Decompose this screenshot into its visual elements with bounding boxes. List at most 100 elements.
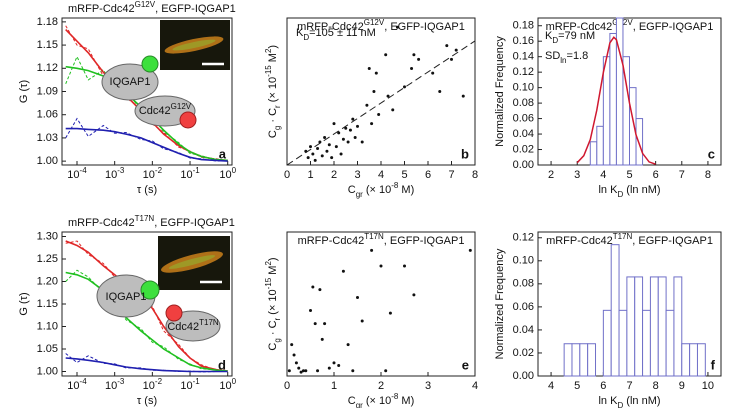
text-part: 0 (232, 377, 237, 386)
bar (571, 343, 581, 377)
panel-label: c (708, 146, 715, 161)
text-part: T17N (613, 232, 633, 241)
point (341, 137, 345, 141)
y-tick-label: 0.06 (513, 301, 534, 313)
bar (602, 309, 612, 377)
text-part: 10 (219, 169, 231, 181)
y-tick-label: 0.04 (513, 128, 534, 140)
point (299, 370, 303, 374)
text-part: -4 (80, 377, 88, 386)
x-tick-label: 6 (600, 380, 606, 392)
point (306, 156, 310, 160)
bar (615, 17, 624, 166)
text-part: g (273, 338, 282, 342)
point (417, 57, 421, 61)
y-axis-label: G (τ) (18, 292, 30, 315)
point (384, 369, 388, 373)
y-tick-label: 1.09 (37, 85, 58, 97)
x-tick-label: 5 (401, 169, 407, 181)
text-part: Cdc42 (167, 321, 199, 333)
x-tick-label: 6 (653, 169, 659, 181)
x-tick-label: 10 (702, 380, 714, 392)
point (461, 94, 465, 98)
point (353, 135, 357, 139)
point (341, 269, 345, 273)
x-tick-label: 4 (548, 380, 554, 392)
point (454, 48, 458, 52)
x-tick-label: 7 (626, 380, 632, 392)
text-part: G12V (135, 0, 156, 9)
bar (579, 343, 589, 377)
text-part: gr (356, 401, 363, 408)
text-part: =79 nM (558, 30, 595, 42)
bar (563, 343, 573, 377)
y-axis-label: G (τ) (18, 80, 30, 103)
point (309, 145, 312, 149)
x-tick-label: 10-1 (180, 166, 200, 181)
text-part: D (617, 401, 623, 408)
annotation: Cdc42T17N (167, 318, 219, 333)
point (379, 264, 383, 268)
x-tick-label: 3 (425, 380, 431, 392)
point (410, 67, 414, 71)
point (311, 285, 315, 289)
y-tick-label: 1.30 (37, 230, 58, 242)
inset-a (101, 20, 230, 129)
x-tick-label: 10-4 (67, 377, 87, 392)
point (297, 366, 301, 370)
x-tick-label: 7 (679, 169, 685, 181)
y-tick-label: 0.02 (513, 143, 534, 155)
x-axis-label: Cgr (× 10-8 M) (348, 181, 415, 199)
x-tick-label: 0 (284, 380, 290, 392)
text-part: · C (267, 108, 279, 126)
bar (618, 309, 628, 377)
text-part: C (267, 130, 279, 138)
text-part: M (267, 53, 279, 65)
iqgap1-shape (101, 63, 159, 101)
text-part: 10 (143, 380, 155, 392)
text-part: ) (267, 45, 279, 49)
point (330, 156, 334, 160)
text-part: · C (267, 320, 279, 338)
text-part: T17N (135, 214, 155, 223)
point (412, 53, 416, 57)
x-tick-label: 3 (574, 169, 580, 181)
y-tick-label: 1.00 (37, 365, 58, 377)
point (320, 154, 324, 158)
text-part: 10 (180, 169, 192, 181)
text-part: ln K (598, 184, 618, 196)
point (356, 295, 359, 299)
text-part: g (273, 126, 282, 130)
text-part: C (267, 343, 279, 351)
x-tick-label: 10-3 (105, 377, 125, 392)
text-part: , EGFP-IQGAP1 (155, 3, 236, 15)
text-part: =1.8 (567, 50, 589, 62)
point (386, 94, 390, 98)
text-part: G12V (171, 102, 192, 111)
point (438, 90, 442, 93)
x-tick-label: 4 (600, 169, 606, 181)
text-part: 10 (67, 169, 79, 181)
panel-label: d (218, 357, 226, 372)
bar (596, 125, 604, 166)
text-part: SD (545, 50, 560, 62)
text-part: 10 (67, 380, 79, 392)
point (351, 117, 355, 121)
y-tick-label: 1.03 (37, 132, 58, 144)
x-tick-label: 10-1 (180, 377, 200, 392)
x-axis-label: τ (s) (137, 184, 157, 196)
bar (609, 32, 617, 166)
point (403, 85, 406, 89)
x-axis-label: τ (s) (137, 395, 157, 407)
point (360, 140, 364, 144)
text-part: M) (398, 184, 414, 196)
x-tick-label: 8 (472, 169, 478, 181)
point (344, 126, 348, 130)
text-part: -2 (155, 166, 163, 175)
point (384, 53, 388, 57)
text-part: G12V (364, 18, 385, 27)
point (468, 248, 472, 252)
text-part: K (545, 30, 553, 42)
point (325, 149, 329, 153)
